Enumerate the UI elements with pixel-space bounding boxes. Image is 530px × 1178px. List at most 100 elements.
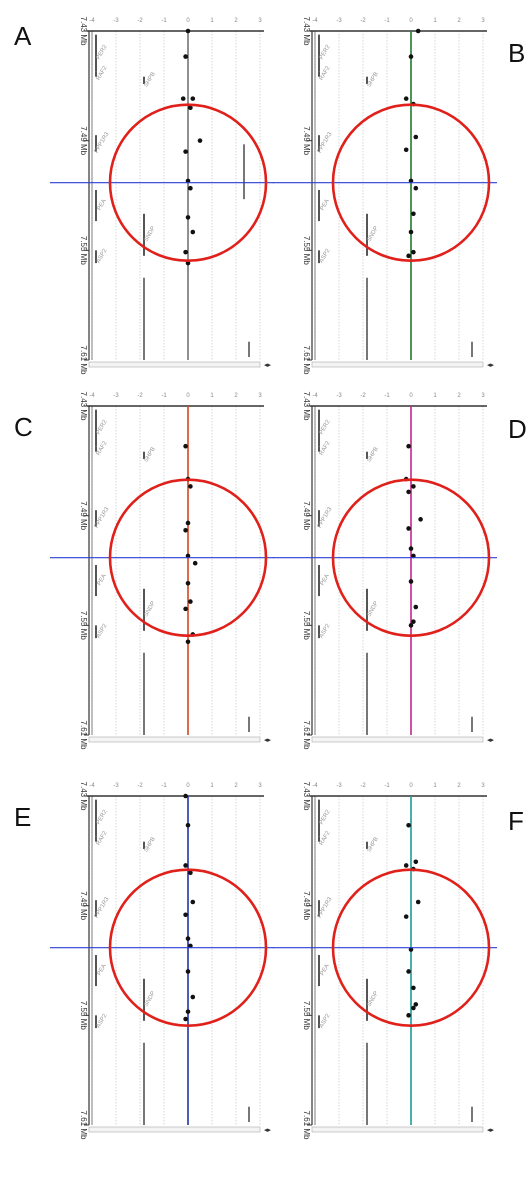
x-tick-label: -4 <box>89 783 95 789</box>
panel-letter: D <box>508 414 527 444</box>
data-point <box>185 520 191 526</box>
gene-label: PEA <box>320 963 331 976</box>
y-tick-label: 7.55 Mb <box>302 611 311 640</box>
gene-label: SHPB <box>366 446 379 463</box>
gene-label: PEA <box>320 198 331 211</box>
y-tick-label: 7.61 Mb <box>302 1111 311 1140</box>
data-point <box>413 1002 419 1007</box>
x-tick-label: 1 <box>433 783 437 789</box>
data-point <box>183 249 188 255</box>
scroll-arrows-icon[interactable]: ◂▸ <box>487 362 495 369</box>
x-tick-label: -2 <box>360 18 366 24</box>
data-point <box>406 489 411 495</box>
gene-label: SHPB <box>143 446 156 463</box>
data-point <box>183 149 188 154</box>
data-point <box>183 443 188 449</box>
data-point <box>185 822 191 828</box>
scatter-panel-e: -4 -3 -2 -1 0 1 2 3 ◂▸ 7.43 Mb 7.49 Mb 7.55 Mb 7.61 … <box>50 782 274 1140</box>
y-tick-label: 7.61 Mb <box>302 721 311 750</box>
data-point <box>185 969 191 974</box>
gene-label: PEA <box>97 198 108 211</box>
panel-plot: -4 -3 -2 -1 0 1 2 3 ◂▸ 7.43 Mb 7.49 Mb 7.55 Mb 7.61 … <box>273 782 497 1140</box>
y-tick-label: 7.61 Mb <box>302 346 311 375</box>
y-tick-label: 7.43 Mb <box>79 17 88 46</box>
scroll-arrows-icon[interactable]: ◂▸ <box>487 737 495 744</box>
scroll-track[interactable] <box>88 736 261 743</box>
data-point <box>403 96 409 101</box>
scroll-track[interactable] <box>311 736 484 743</box>
highlight-circle <box>108 868 268 1028</box>
scroll-arrows-icon[interactable]: ◂▸ <box>264 362 272 369</box>
y-tick-label: 7.49 Mb <box>79 891 88 920</box>
x-tick-label: -3 <box>113 783 119 789</box>
data-point <box>403 863 409 868</box>
gene-label: ASP2 <box>96 623 109 640</box>
data-point <box>185 936 191 941</box>
data-point <box>413 859 419 865</box>
data-point <box>188 599 193 604</box>
y-tick-label: 7.55 Mb <box>79 1001 88 1030</box>
data-point <box>406 969 411 974</box>
panel-plot: -4 -3 -2 -1 0 1 2 3 ◂▸ 7.43 Mb 7.49 Mb 7.55 Mb 7.61 … <box>50 392 274 750</box>
data-point <box>408 229 414 235</box>
panel-letter: A <box>14 21 32 51</box>
scroll-arrows-icon[interactable]: ◂▸ <box>264 737 272 744</box>
data-point <box>192 560 198 566</box>
x-tick-label: -3 <box>336 783 342 789</box>
x-tick-label: -1 <box>384 18 390 24</box>
data-point <box>190 96 196 101</box>
highlight-circle <box>331 478 491 638</box>
data-point <box>408 947 414 952</box>
panel-plot: -4 -3 -2 -1 0 1 2 3 ◂▸ 7.43 Mb 7.49 Mb 7.55 Mb 7.61 … <box>50 782 274 1140</box>
scroll-track[interactable] <box>88 1126 261 1133</box>
gene-label: ASP2 <box>319 248 332 265</box>
x-tick-label: -2 <box>360 393 366 399</box>
data-point <box>180 96 186 101</box>
data-point <box>408 178 414 184</box>
data-point <box>185 639 191 645</box>
x-tick-label: -1 <box>384 393 390 399</box>
data-point <box>418 517 423 522</box>
data-point <box>183 527 188 533</box>
data-point <box>406 822 411 828</box>
scroll-track[interactable] <box>311 361 484 368</box>
x-tick-label: -4 <box>89 18 95 24</box>
gene-label: PEA <box>97 573 108 586</box>
data-point <box>185 28 191 34</box>
scatter-panel-d: -4 -3 -2 -1 0 1 2 3 ◂▸ 7.43 Mb 7.49 Mb 7.55 Mb 7.61 … <box>273 392 497 750</box>
data-point <box>188 943 193 949</box>
scroll-track[interactable] <box>88 361 261 368</box>
data-point <box>406 526 411 531</box>
data-point <box>190 229 196 235</box>
data-point <box>406 1013 411 1018</box>
scroll-arrows-icon[interactable]: ◂▸ <box>487 1127 495 1134</box>
gene-label: SNDP <box>366 226 380 243</box>
scroll-track[interactable] <box>311 1126 484 1133</box>
data-point <box>185 1009 191 1014</box>
x-tick-label: 2 <box>234 393 238 399</box>
x-tick-label: 0 <box>409 18 413 24</box>
x-tick-label: -2 <box>137 393 143 399</box>
scroll-arrows-icon[interactable]: ◂▸ <box>264 1127 272 1134</box>
data-point <box>188 484 193 489</box>
data-point <box>408 623 414 628</box>
gene-label: SNDP <box>143 991 157 1008</box>
scatter-panel-b: -4 -3 -2 -1 0 1 2 3 ◂▸ 7.43 Mb 7.49 Mb 7.55 Mb 7.61 … <box>273 17 497 375</box>
panel-letter: C <box>14 412 33 442</box>
panel-plot: -4 -3 -2 -1 0 1 2 3 ◂▸ 7.43 Mb 7.49 Mb 7.55 Mb 7.61 … <box>273 392 497 750</box>
data-point <box>406 253 411 259</box>
gene-label: SNDP <box>366 601 380 618</box>
gene-label: SNDP <box>143 226 157 243</box>
y-tick-label: 7.43 Mb <box>302 392 311 421</box>
x-tick-label: -1 <box>161 783 167 789</box>
data-point <box>411 249 416 255</box>
gene-label: SHPB <box>366 836 379 853</box>
x-tick-label: -4 <box>312 393 318 399</box>
x-tick-label: -4 <box>312 18 318 24</box>
y-tick-label: 7.49 Mb <box>79 501 88 530</box>
gene-label: RAF2 <box>319 830 332 847</box>
x-tick-label: -2 <box>137 783 143 789</box>
gene-label: PER2 <box>96 419 109 436</box>
scatter-panel-f: -4 -3 -2 -1 0 1 2 3 ◂▸ 7.43 Mb 7.49 Mb 7.55 Mb 7.61 … <box>273 782 497 1140</box>
y-tick-label: 7.55 Mb <box>302 236 311 265</box>
